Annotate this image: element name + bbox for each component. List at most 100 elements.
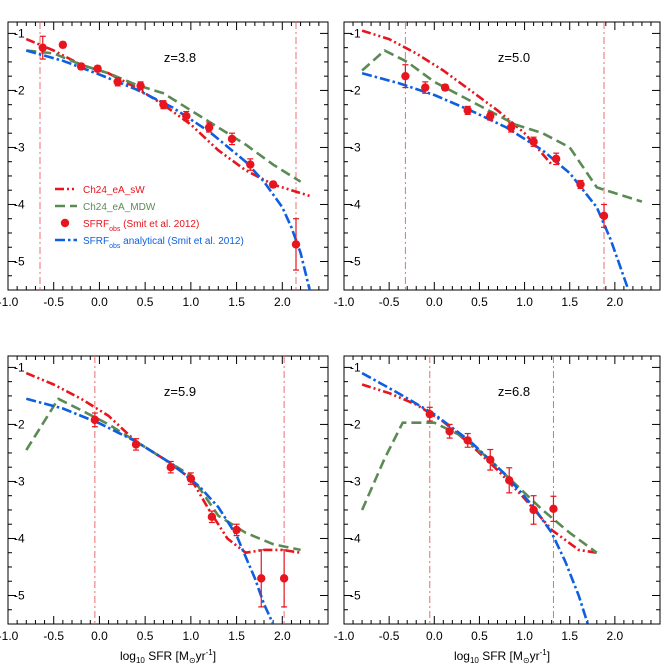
- panel-redshift-label: z=3.8: [164, 50, 196, 65]
- x-tick-label: 0.5: [137, 295, 154, 309]
- x-tick-label: 2.0: [607, 629, 624, 643]
- series-line-sfrf-analytical: [361, 371, 590, 624]
- sfrf-obs-point: [445, 427, 454, 436]
- series-line-ch24-eA-sW: [25, 371, 301, 555]
- legend-item-ch24-eA-sW: Ch24_eA_sW: [55, 185, 145, 196]
- series-line-ch24-eA-MDW: [26, 49, 302, 183]
- y-tick-label: -2: [350, 83, 361, 97]
- y-tick-label: -1: [350, 360, 361, 374]
- sfrf-obs-point: [93, 64, 102, 73]
- series-line-ch24-eA-MDW: [25, 397, 301, 552]
- sfrf-obs-point: [227, 134, 237, 144]
- x-tick-label: 1.5: [228, 629, 245, 643]
- legend-label: Ch24_eA_MDW: [83, 202, 156, 213]
- x-tick-label: -0.5: [43, 295, 64, 309]
- legend-item-ch24-eA-MDW: Ch24_eA_MDW: [55, 202, 156, 213]
- sfrf-obs-point: [576, 180, 585, 189]
- x-tick-label: 2.0: [607, 295, 624, 309]
- sfrf-obs-point: [463, 436, 472, 445]
- plot-frame: [7, 21, 329, 291]
- sfrf-obs-point: [291, 240, 301, 249]
- sfrf-obs-point: [463, 106, 472, 115]
- sfrf-obs-point: [486, 111, 495, 121]
- sfrf-obs-point: [207, 512, 217, 521]
- sfrf-obs-point: [166, 462, 175, 472]
- x-tick-label: -1.0: [334, 629, 355, 643]
- sfrf-obs-point: [279, 574, 289, 583]
- x-tick-label: 0.0: [91, 295, 108, 309]
- y-tick-label: -3: [350, 474, 361, 488]
- sfrf-obs-point: [529, 505, 538, 515]
- panel-3: -1.0 -0.5 0.0 0.5 1.0 1.5 2.0 -1 -2 -3 -4 -5 z=5.9: [0, 355, 329, 643]
- panel-2: -1.0 -0.5 0.0 0.5 1.0 1.5 2.0 -1 -2 -3 -4 -5 z=5.0: [334, 21, 661, 309]
- sfrf-obs-point: [90, 415, 100, 425]
- x-tick-label: 0.5: [471, 629, 488, 643]
- y-tick-label: -4: [350, 531, 361, 545]
- y-tick-label: -2: [14, 417, 25, 431]
- y-tick-label: -5: [350, 588, 361, 602]
- panel-redshift-label: z=5.9: [164, 384, 196, 399]
- x-tick-label: 1.0: [183, 629, 200, 643]
- legend-item-sfrf-obs: SFRFobs (Smit et al. 2012): [60, 218, 199, 233]
- plot-frame: [343, 355, 661, 625]
- x-tick-label: 1.0: [183, 295, 200, 309]
- sfrf-obs-point: [58, 40, 68, 50]
- y-tick-label: -5: [14, 254, 25, 268]
- sfrf-obs-point: [186, 474, 196, 483]
- sfrf-obs-point: [38, 43, 47, 52]
- x-tick-label: -1.0: [334, 295, 355, 309]
- x-tick-label: -0.5: [43, 629, 64, 643]
- y-tick-label: -2: [350, 417, 361, 431]
- sfrf-obs-point: [529, 137, 538, 146]
- series-line-ch24-eA-MDW: [361, 49, 643, 203]
- x-tick-label: 0.0: [426, 629, 443, 643]
- x-tick-label: 0.0: [426, 295, 443, 309]
- y-tick-label: -5: [350, 254, 361, 268]
- series-line-sfrf-analytical: [25, 49, 311, 290]
- sfrf-obs-point: [421, 83, 430, 92]
- chart-panels: -1.0 -0.5 0.0 0.5 1.0 1.5 2.0 -1 -2 -3 -4 -5 z=3.8 -1…: [0, 21, 661, 643]
- sfrf-obs-point: [599, 211, 609, 221]
- plot-frame: [7, 355, 329, 625]
- x-tick-label: 1.5: [228, 295, 245, 309]
- sfrf-obs-point: [440, 83, 450, 92]
- panel-redshift-label: z=6.8: [498, 384, 530, 399]
- sfrf-obs-point: [76, 62, 86, 71]
- y-tick-label: -3: [14, 474, 25, 488]
- x-tick-label: 1.0: [516, 629, 533, 643]
- x-tick-label: 2.0: [274, 295, 291, 309]
- sfrf-obs-point: [268, 180, 278, 189]
- plot-frame: [343, 21, 661, 291]
- x-tick-label: -1.0: [0, 629, 19, 643]
- series-line-sfrf-analytical: [25, 397, 275, 624]
- x-axis-label: log10 SFR [M⊙yr-1]: [454, 648, 550, 665]
- sfrf-obs-point: [425, 409, 434, 419]
- legend: Ch24_eA_sW Ch24_eA_MDW SFRFobs (Smit et al…: [55, 185, 244, 250]
- legend-label: SFRFobs analytical (Smit et al. 2012): [83, 236, 244, 250]
- x-tick-label: 1.5: [561, 295, 578, 309]
- panel-redshift-label: z=5.0: [498, 50, 530, 65]
- legend-label: Ch24_eA_sW: [83, 185, 145, 196]
- y-tick-label: -4: [350, 197, 361, 211]
- series-line-ch24-eA-MDW: [360, 421, 598, 554]
- y-tick-label: -5: [14, 588, 25, 602]
- sfrf-obs-point: [113, 77, 122, 87]
- x-axis-label: log10 SFR [M⊙yr-1]: [120, 648, 216, 665]
- sfrf-obs-point: [159, 100, 168, 109]
- sfrf-obs-point: [182, 111, 191, 121]
- y-tick-label: -4: [14, 197, 25, 211]
- sfrf-obs-point: [551, 154, 561, 164]
- sfrf-obs-point: [549, 504, 558, 514]
- sfrf-obs-point: [204, 123, 214, 132]
- x-tick-label: 1.5: [561, 629, 578, 643]
- sfrf-obs-point: [505, 476, 514, 485]
- y-tick-label: -3: [14, 140, 25, 154]
- sfrf-obs-point: [486, 455, 495, 464]
- legend-marker: [60, 218, 70, 228]
- x-tick-label: 2.0: [274, 629, 291, 643]
- x-tick-label: -1.0: [0, 295, 19, 309]
- y-tick-label: -1: [350, 26, 361, 40]
- sfrf-obs-point: [232, 525, 241, 535]
- y-tick-label: -1: [14, 360, 25, 374]
